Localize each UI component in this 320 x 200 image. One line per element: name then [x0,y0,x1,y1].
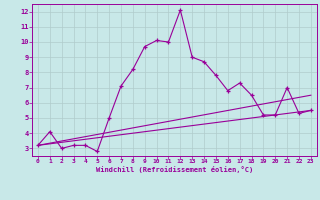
X-axis label: Windchill (Refroidissement éolien,°C): Windchill (Refroidissement éolien,°C) [96,166,253,173]
